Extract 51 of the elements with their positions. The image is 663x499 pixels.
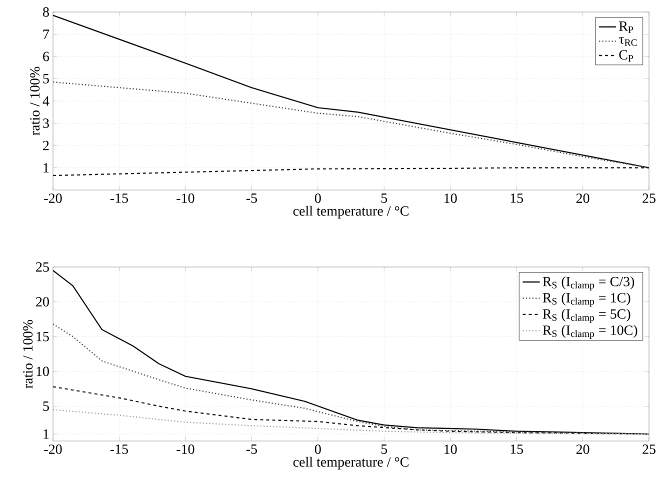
x-tick-label: 5 — [381, 194, 388, 203]
x-tick-label: 0 — [314, 194, 321, 203]
x-tick-label: -20 — [44, 444, 62, 454]
y-tick-label: 4 — [42, 96, 50, 106]
y-tick-label: 1 — [44, 429, 49, 439]
legend-label: R$_{S}$ (I$_{clamp}$ = 5C) — [542, 308, 630, 323]
x-tick-label: 10 — [444, 444, 457, 454]
x-tick-label: 15 — [510, 194, 524, 203]
x-tick-label: 25 — [642, 194, 656, 203]
legend-label: R$_{P}$ — [619, 22, 634, 33]
legend-label: R$_{S}$ (I$_{clamp}$ = 1C) — [542, 292, 630, 307]
y-axis-title: ratio / 100% — [30, 66, 40, 136]
line-series — [53, 14, 649, 168]
y-tick-label: 10 — [36, 366, 49, 376]
x-tick-label: -10 — [176, 444, 194, 454]
legend-label: τ$_{RC}$ — [618, 37, 637, 46]
line-series — [53, 81, 649, 168]
line-series — [53, 270, 649, 435]
legend-label: R$_{S}$ (I$_{clamp}$ = 10C) — [542, 325, 638, 340]
x-tick-label: 5 — [381, 444, 388, 454]
x-axis-title: cell temperature / °C — [293, 456, 408, 470]
y-tick-label: 1 — [44, 163, 49, 172]
line-series — [53, 386, 649, 435]
x-tick-label: -10 — [176, 194, 194, 203]
legend-label: R$_{S}$ (I$_{clamp}$ = C/3) — [542, 276, 634, 290]
legend-label: C$_{P}$ — [619, 50, 634, 62]
y-tick-label: 15 — [36, 332, 49, 342]
x-axis-title: cell temperature / °C — [293, 206, 408, 219]
x-tick-label: 0 — [314, 444, 321, 454]
x-tick-label: 25 — [642, 444, 656, 454]
y-tick-label: 20 — [36, 297, 49, 307]
y-tick-label: 25 — [36, 262, 49, 272]
y-tick-label: 2 — [43, 140, 49, 150]
y-tick-label: 3 — [43, 118, 49, 128]
x-tick-label: -15 — [110, 444, 128, 454]
x-tick-label: 15 — [510, 444, 524, 454]
y-tick-label: 6 — [43, 52, 50, 62]
x-tick-label: -5 — [246, 194, 257, 203]
y-tick-label: 5 — [43, 402, 49, 411]
x-tick-label: 20 — [576, 444, 590, 454]
line-series — [53, 167, 649, 176]
y-tick-label: 5 — [43, 74, 49, 84]
x-tick-label: -20 — [44, 194, 62, 203]
x-tick-label: -5 — [246, 444, 257, 454]
x-tick-label: 20 — [576, 194, 590, 203]
x-tick-label: 10 — [444, 194, 457, 203]
x-tick-label: -15 — [110, 194, 128, 203]
y-tick-label: 8 — [43, 7, 49, 17]
line-series — [53, 323, 649, 435]
y-tick-label: 7 — [43, 30, 50, 39]
y-axis-title: ratio / 100% — [23, 320, 33, 388]
